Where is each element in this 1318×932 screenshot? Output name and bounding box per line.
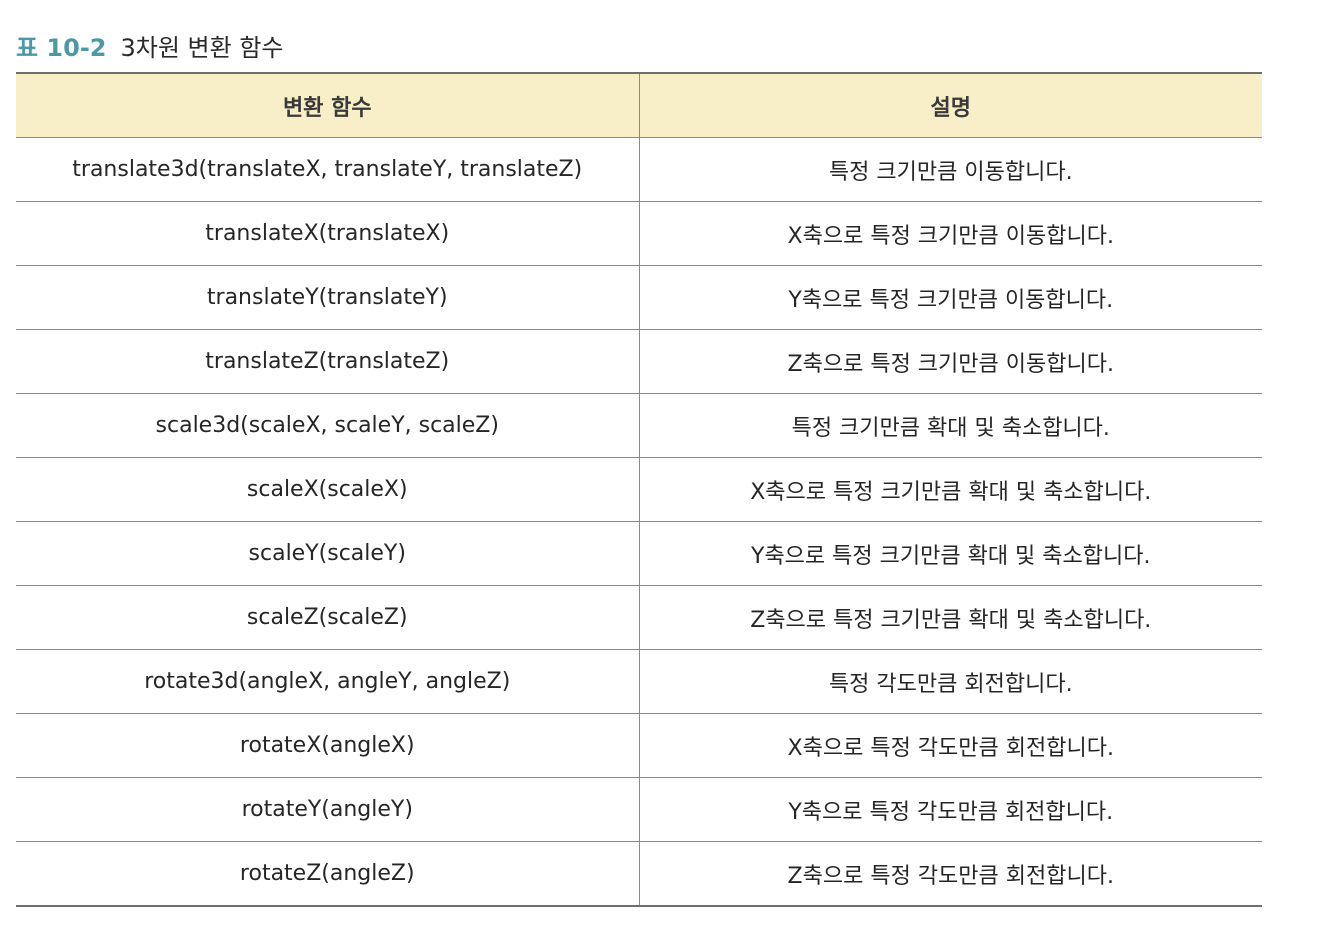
- description-cell: X축으로 특정 각도만큼 회전합니다.: [639, 713, 1262, 778]
- table-number: 표 10-2: [16, 33, 107, 62]
- table-row: scaleX(scaleX) X축으로 특정 크기만큼 확대 및 축소합니다.: [16, 457, 1262, 522]
- table-header: 변환 함수 설명: [16, 73, 1262, 138]
- description-cell: Z축으로 특정 크기만큼 이동합니다.: [639, 329, 1262, 394]
- table-row: translateZ(translateZ) Z축으로 특정 크기만큼 이동합니…: [16, 329, 1262, 394]
- description-cell: 특정 각도만큼 회전합니다.: [639, 649, 1262, 714]
- function-cell: scaleX(scaleX): [16, 457, 640, 522]
- function-cell: translateZ(translateZ): [16, 329, 640, 394]
- function-cell: translateX(translateX): [16, 201, 640, 266]
- table-row: translate3d(translateX, translateY, tran…: [16, 137, 1262, 202]
- function-cell: translate3d(translateX, translateY, tran…: [16, 137, 640, 202]
- description-cell: 특정 크기만큼 이동합니다.: [639, 137, 1262, 202]
- table-row: rotateY(angleY) Y축으로 특정 각도만큼 회전합니다.: [16, 777, 1262, 842]
- description-cell: Z축으로 특정 크기만큼 확대 및 축소합니다.: [639, 585, 1262, 650]
- table-title: 3차원 변환 함수: [120, 33, 284, 62]
- table-row: translateX(translateX) X축으로 특정 크기만큼 이동합니…: [16, 201, 1262, 266]
- function-cell: translateY(translateY): [16, 265, 640, 330]
- function-cell: rotateY(angleY): [16, 777, 640, 842]
- table-row: rotateX(angleX) X축으로 특정 각도만큼 회전합니다.: [16, 713, 1262, 778]
- table-row: rotate3d(angleX, angleY, angleZ) 특정 각도만큼…: [16, 649, 1262, 714]
- header-description: 설명: [639, 73, 1262, 138]
- table-row: rotateZ(angleZ) Z축으로 특정 각도만큼 회전합니다.: [16, 841, 1262, 906]
- function-cell: rotateX(angleX): [16, 713, 640, 778]
- function-cell: scale3d(scaleX, scaleY, scaleZ): [16, 393, 640, 458]
- header-function: 변환 함수: [16, 73, 640, 138]
- transform-functions-table: 변환 함수 설명 translate3d(translateX, transla…: [16, 72, 1262, 907]
- description-cell: Z축으로 특정 각도만큼 회전합니다.: [787, 863, 1114, 889]
- table-body: translate3d(translateX, translateY, tran…: [16, 137, 1262, 906]
- description-cell: Y축으로 특정 크기만큼 확대 및 축소합니다.: [639, 521, 1262, 586]
- function-cell: rotateZ(angleZ): [16, 841, 640, 906]
- description-cell: X축으로 특정 크기만큼 이동합니다.: [639, 201, 1262, 266]
- table-row: scaleZ(scaleZ) Z축으로 특정 크기만큼 확대 및 축소합니다.: [16, 585, 1262, 650]
- table-caption: 표 10-2 3차원 변환 함수: [16, 28, 284, 62]
- description-cell: 특정 크기만큼 확대 및 축소합니다.: [639, 393, 1262, 458]
- function-cell: rotate3d(angleX, angleY, angleZ): [16, 649, 640, 714]
- description-cell: Y축으로 특정 크기만큼 이동합니다.: [639, 265, 1262, 330]
- table-row: translateY(translateY) Y축으로 특정 크기만큼 이동합니…: [16, 265, 1262, 330]
- function-cell: scaleZ(scaleZ): [16, 585, 640, 650]
- description-cell: Y축으로 특정 각도만큼 회전합니다.: [639, 777, 1262, 842]
- table-row: scaleY(scaleY) Y축으로 특정 크기만큼 확대 및 축소합니다.: [16, 521, 1262, 586]
- function-cell: scaleY(scaleY): [16, 521, 640, 586]
- description-cell: X축으로 특정 크기만큼 확대 및 축소합니다.: [639, 457, 1262, 522]
- table-row: scale3d(scaleX, scaleY, scaleZ) 특정 크기만큼 …: [16, 393, 1262, 458]
- header-row: 변환 함수 설명: [16, 73, 1262, 138]
